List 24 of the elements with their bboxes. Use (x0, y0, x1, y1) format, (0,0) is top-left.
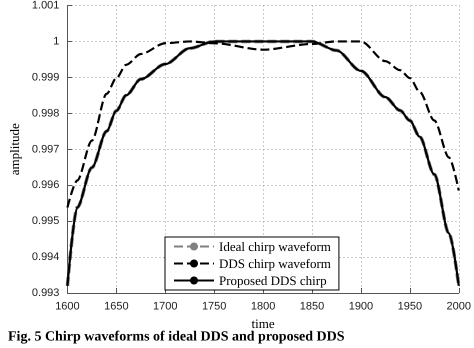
y-tick-label: 0.995 (32, 215, 60, 228)
legend-label: Proposed DDS chirp (219, 273, 327, 288)
y-tick-label: 0.993 (32, 287, 60, 299)
y-axis-title: amplitude (7, 123, 22, 176)
x-tick-label: 2000 (446, 300, 472, 312)
x-tick-label: 1950 (398, 300, 422, 312)
x-tick-label: 1800 (250, 300, 276, 312)
x-tick-label: 1700 (153, 300, 178, 312)
y-tick-label: 0.999 (32, 71, 60, 84)
x-tick-label: 1750 (202, 300, 226, 312)
y-tick-label: 0.998 (32, 107, 60, 120)
y-tick-label: 1.001 (32, 0, 60, 12)
x-tick-label: 1600 (55, 300, 80, 312)
y-tick-label: 0.994 (32, 251, 60, 264)
y-tick-label: 0.997 (32, 143, 60, 156)
x-axis-title: time (252, 316, 275, 331)
x-tick-label: 1850 (300, 300, 324, 312)
x-tick-label: 1650 (104, 300, 129, 312)
legend-label: DDS chirp waveform (219, 256, 331, 271)
caption: Fig. 5 Chirp waveforms of ideal DDS and proposed DDS (8, 330, 345, 344)
y-tick-label: 0.996 (32, 179, 60, 192)
legend-label: Ideal chirp waveform (219, 239, 331, 254)
x-tick-label: 1900 (348, 300, 374, 312)
y-tick-label: 1 (53, 35, 60, 48)
